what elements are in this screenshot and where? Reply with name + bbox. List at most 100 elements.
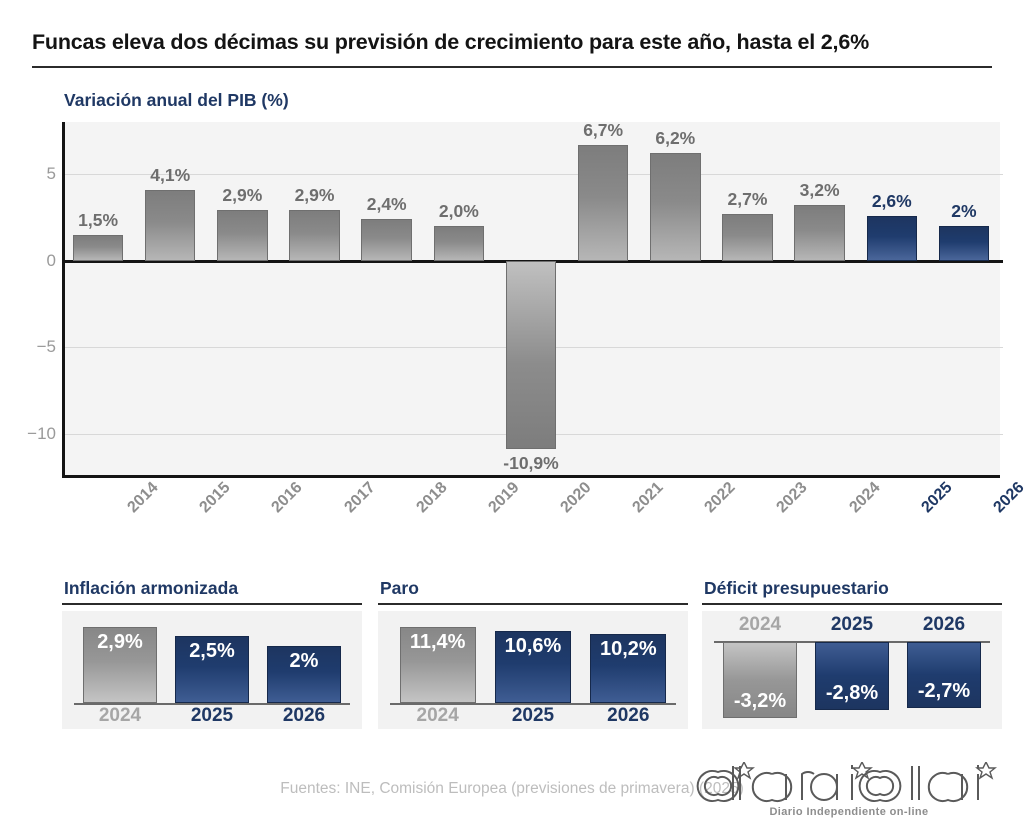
x-axis-tick-label: 2015: [196, 479, 234, 517]
panel-baseline: [74, 703, 350, 705]
x-axis-tick-label: 2022: [701, 479, 739, 517]
bar-value-label: 2,4%: [366, 193, 407, 214]
x-axis-tick-label: 2026: [990, 479, 1024, 517]
bar-value-label: -10,9%: [503, 453, 559, 474]
bar: [938, 225, 990, 261]
headline-divider: [32, 66, 992, 68]
bar-value-label: -2,8%: [825, 682, 879, 705]
bar-group: 2,4%: [351, 122, 423, 477]
gridline: [65, 173, 1003, 175]
bar: [175, 635, 249, 703]
x-axis-tick-label: 2021: [629, 479, 667, 517]
x-axis-labels: 2014 2015 2016 2017 2018 2019 2020 2021 2022 2023…: [62, 479, 1024, 539]
bar-value-label: 2,7%: [727, 188, 768, 209]
bar: [590, 633, 667, 703]
panel-title: Déficit presupuestario: [704, 578, 889, 598]
bar-category-label: 2026: [282, 705, 326, 726]
bar: [723, 642, 797, 718]
bar-value-label: 2,9%: [97, 631, 143, 653]
bar: [815, 642, 889, 711]
x-axis-tick-label: 2019: [485, 479, 523, 517]
x-axis-tick-label: 2023: [773, 479, 812, 517]
y-axis-tick-label: 0: [46, 250, 56, 270]
bar-group: 2,0%: [423, 122, 495, 477]
panel-paro: Paro 11,4% 2024 10,6% 2025 10,2% 2026: [378, 578, 688, 729]
bar-value-label: 10,2%: [599, 637, 657, 660]
x-axis-tick-label: 2016: [268, 479, 306, 517]
bar-value-label: 6,2%: [655, 128, 696, 149]
bar-group: 2,9%: [278, 122, 350, 477]
x-axis-tick-label: 2018: [413, 479, 451, 517]
bar: [433, 225, 485, 261]
panel-title: Paro: [380, 578, 419, 598]
bar-value-label: 2%: [951, 200, 977, 221]
y-axis-tick-label: 5: [46, 163, 56, 183]
x-axis-tick-label: 2024: [846, 479, 884, 517]
bar-group: 2,6%: [856, 122, 928, 477]
bar: [267, 646, 341, 703]
panel-chart: 11,4% 2024 10,6% 2025 10,2% 2026: [378, 611, 688, 729]
bar-group: 1,5%: [62, 122, 134, 477]
bar: [577, 144, 629, 261]
bar-category-label: 2024: [738, 614, 782, 635]
bar-value-label: 2,5%: [189, 639, 235, 662]
panel-divider: [62, 603, 362, 605]
bar-group: 6,7%: [567, 120, 639, 477]
bar: [72, 234, 124, 261]
bar: [361, 218, 412, 261]
panel-baseline: [390, 703, 676, 705]
panel-chart: -3,2% 2024 -2,8% 2025 -2,7% 2026: [702, 611, 1002, 729]
main-chart-bars: 1,5% 4,1% 2,9% 2,9% 2,4% 2,0% -10,9% 6,7% 6,2% 2,…: [62, 120, 1000, 477]
bar-category-label: 2025: [511, 705, 555, 726]
plot-bottom-border: [62, 475, 1000, 478]
bar-value-label: 2,6%: [871, 190, 912, 211]
bar-value-label: -2,7%: [917, 680, 971, 703]
panel-title: Inflación armonizada: [64, 578, 239, 598]
bar: [722, 213, 773, 261]
x-axis-tick-label: 2014: [124, 479, 162, 517]
bar: [650, 153, 701, 261]
bar-value-label: 10,6%: [504, 635, 562, 658]
watermark-tagline: Diario Independiente on-line: [769, 806, 929, 818]
bar-group: 3,2%: [784, 122, 856, 477]
bar-category-label: 2025: [830, 614, 874, 635]
bar: [144, 189, 196, 261]
panel-deficit: Déficit presupuestario -3,2% 2024 -2,8% 202…: [702, 578, 1002, 729]
bar-value-label: -3,2%: [733, 690, 787, 712]
main-chart-title: Variación anual del PIB (%): [64, 90, 289, 110]
bar: [399, 627, 476, 703]
panel-chart: 2,9% 2024 2,5% 2025 2% 2026: [62, 611, 362, 729]
bar-value-label: 2%: [289, 650, 319, 673]
bar-value-label: 2,9%: [294, 185, 335, 206]
bar: [866, 215, 917, 261]
panel-divider: [378, 603, 688, 605]
panel-divider: [702, 603, 1002, 605]
bar-category-label: 2025: [190, 705, 234, 726]
panel-inflacion: Inflación armonizada 2,9% 2024 2,5% 2025 2% 2…: [62, 578, 362, 729]
bar: [289, 210, 340, 261]
bar-group: 2,7%: [711, 122, 783, 477]
bar-category-label: 2026: [607, 705, 650, 726]
bar-value-label: 11,4%: [409, 631, 466, 653]
bar: [505, 260, 557, 450]
y-axis: 5 0 −5 −10: [0, 122, 56, 477]
bar-category-label: 2026: [922, 614, 966, 635]
bar-group: 6,2%: [639, 122, 711, 477]
y-axis-tick-label: −10: [27, 423, 56, 443]
bar-category-label: 2024: [98, 705, 142, 726]
bar: [794, 205, 845, 261]
bar-value-label: 4,1%: [150, 164, 191, 185]
bar-category-label: 2024: [416, 705, 459, 726]
bar: [907, 642, 981, 709]
x-axis-tick-label: 2017: [340, 479, 379, 517]
bar-group: -10,9%: [495, 122, 567, 477]
bar: [83, 627, 157, 703]
source-note: Fuentes: INE, Comisión Europea (previsio…: [280, 780, 744, 797]
bar-group: 2,9%: [206, 122, 278, 477]
bar: [494, 631, 572, 703]
bar-value-label: 2,9%: [222, 185, 263, 206]
bar: [217, 210, 268, 261]
bar-value-label: 2,0%: [438, 200, 479, 221]
bar-group: 2%: [928, 122, 1000, 477]
